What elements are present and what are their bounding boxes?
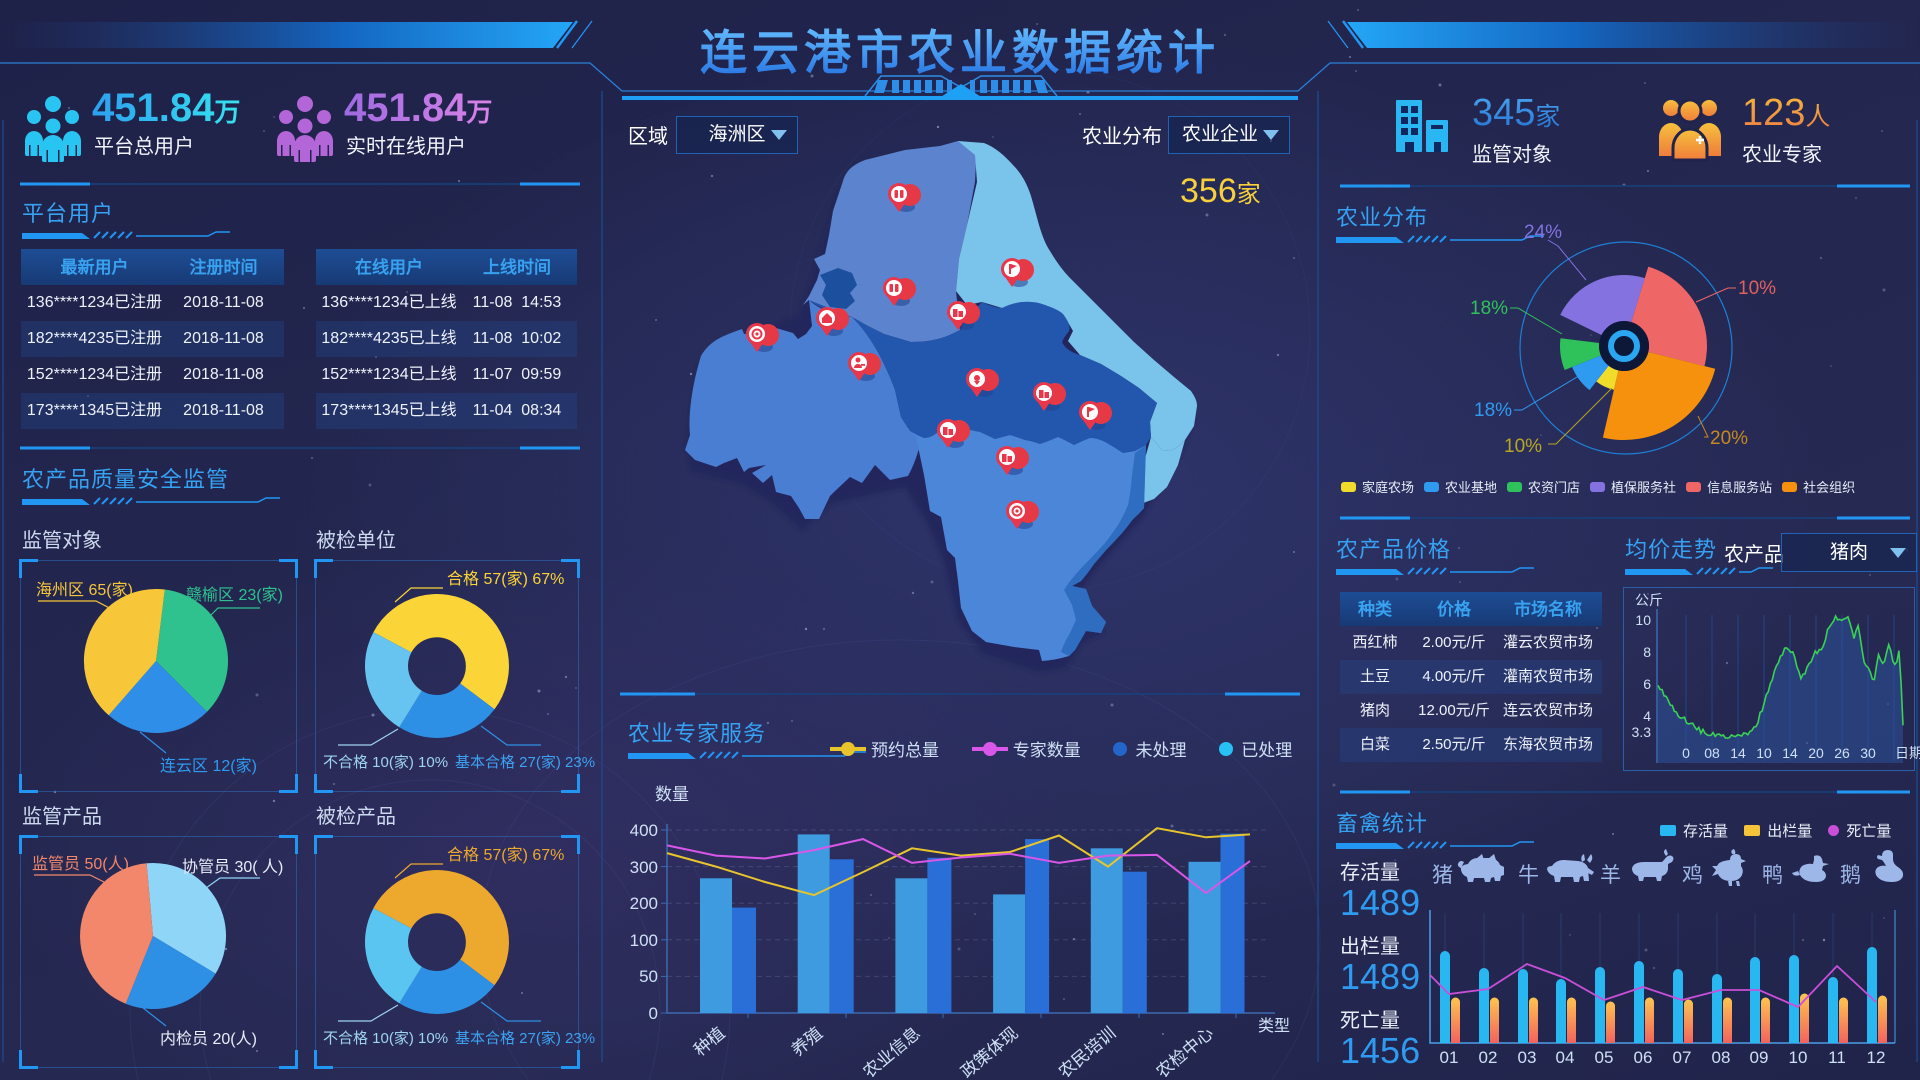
svg-text:6: 6 bbox=[1643, 676, 1651, 692]
svg-text:05: 05 bbox=[1595, 1048, 1614, 1067]
svg-text:鸡: 鸡 bbox=[1682, 864, 1703, 887]
svg-text:农业信息: 农业信息 bbox=[860, 1024, 924, 1080]
svg-text:0: 0 bbox=[1682, 745, 1690, 761]
svg-text:30: 30 bbox=[1860, 745, 1876, 761]
svg-text:03: 03 bbox=[1518, 1048, 1537, 1067]
svg-text:监管员 50(人): 监管员 50(人) bbox=[32, 855, 129, 873]
svg-text:02: 02 bbox=[1479, 1048, 1498, 1067]
svg-text:赣榆区 23(家): 赣榆区 23(家) bbox=[186, 586, 283, 604]
svg-text:种植: 种植 bbox=[690, 1024, 728, 1060]
svg-text:10: 10 bbox=[1789, 1048, 1808, 1067]
svg-text:11: 11 bbox=[1828, 1048, 1846, 1067]
svg-text:01: 01 bbox=[1440, 1048, 1459, 1067]
svg-text:14: 14 bbox=[1782, 745, 1798, 761]
svg-text:18%: 18% bbox=[1470, 298, 1508, 319]
svg-text:鹅: 鹅 bbox=[1840, 864, 1861, 887]
svg-text:26: 26 bbox=[1834, 745, 1850, 761]
svg-text:合格 57(家) 67%: 合格 57(家) 67% bbox=[447, 570, 564, 588]
svg-text:猪: 猪 bbox=[1432, 864, 1453, 887]
svg-text:不合格 10(家) 10%: 不合格 10(家) 10% bbox=[323, 754, 448, 771]
svg-text:农民培训: 农民培训 bbox=[1055, 1024, 1119, 1080]
svg-text:50: 50 bbox=[639, 967, 658, 986]
svg-text:农检中心: 农检中心 bbox=[1153, 1024, 1217, 1080]
svg-text:0: 0 bbox=[649, 1004, 658, 1023]
svg-text:10%: 10% bbox=[1738, 278, 1776, 299]
svg-text:连云区 12(家): 连云区 12(家) bbox=[160, 757, 257, 775]
svg-text:08: 08 bbox=[1704, 745, 1720, 761]
svg-text:04: 04 bbox=[1556, 1048, 1575, 1067]
svg-text:羊: 羊 bbox=[1600, 864, 1621, 887]
svg-text:100: 100 bbox=[630, 931, 658, 950]
svg-text:18%: 18% bbox=[1474, 400, 1512, 421]
svg-text:10: 10 bbox=[1635, 612, 1651, 628]
svg-text:200: 200 bbox=[630, 894, 658, 913]
svg-text:内检员 20(人): 内检员 20(人) bbox=[160, 1030, 257, 1048]
svg-text:3.3: 3.3 bbox=[1632, 724, 1652, 740]
svg-text:不合格 10(家) 10%: 不合格 10(家) 10% bbox=[323, 1030, 448, 1047]
svg-text:14: 14 bbox=[1730, 745, 1746, 761]
svg-text:12: 12 bbox=[1867, 1048, 1886, 1067]
svg-text:400: 400 bbox=[630, 821, 658, 840]
svg-text:鸭: 鸭 bbox=[1762, 864, 1783, 887]
svg-text:8: 8 bbox=[1643, 644, 1651, 660]
svg-text:08: 08 bbox=[1712, 1048, 1731, 1067]
svg-text:20%: 20% bbox=[1710, 428, 1748, 449]
svg-text:政策体现: 政策体现 bbox=[957, 1024, 1021, 1080]
svg-text:07: 07 bbox=[1673, 1048, 1692, 1067]
svg-text:基本合格 27(家) 23%: 基本合格 27(家) 23% bbox=[455, 754, 595, 771]
svg-text:合格 57(家) 67%: 合格 57(家) 67% bbox=[447, 846, 564, 864]
svg-text:4: 4 bbox=[1643, 708, 1651, 724]
svg-text:09: 09 bbox=[1750, 1048, 1769, 1067]
svg-text:24%: 24% bbox=[1524, 222, 1562, 243]
svg-text:牛: 牛 bbox=[1518, 864, 1539, 887]
svg-text:养殖: 养殖 bbox=[788, 1024, 826, 1060]
svg-text:基本合格 27(家) 23%: 基本合格 27(家) 23% bbox=[455, 1030, 595, 1047]
svg-text:日期: 日期 bbox=[1895, 745, 1920, 761]
svg-text:20: 20 bbox=[1808, 745, 1824, 761]
svg-text:公斤: 公斤 bbox=[1635, 592, 1663, 608]
svg-text:10: 10 bbox=[1756, 745, 1772, 761]
svg-text:协管员 30( 人): 协管员 30( 人) bbox=[182, 858, 283, 876]
svg-text:300: 300 bbox=[630, 858, 658, 877]
svg-text:海州区 65(家): 海州区 65(家) bbox=[36, 581, 133, 599]
svg-text:10%: 10% bbox=[1504, 436, 1542, 457]
svg-text:06: 06 bbox=[1634, 1048, 1653, 1067]
